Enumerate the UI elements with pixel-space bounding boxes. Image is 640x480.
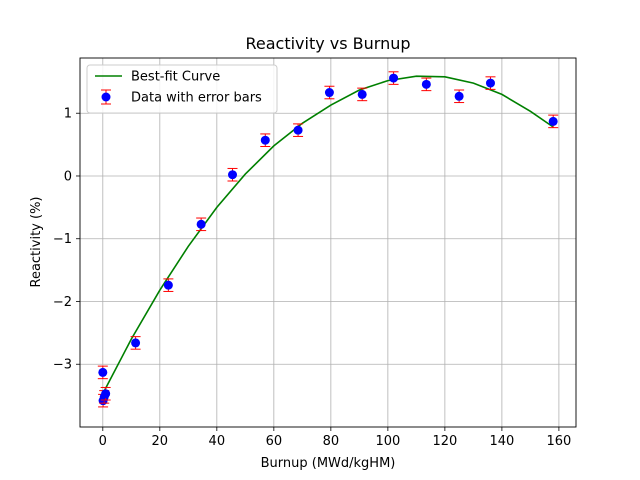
legend-marker-swatch — [101, 92, 111, 102]
legend: Best-fit Curve Data with error bars — [86, 64, 278, 114]
x-tick-label: 160 — [546, 434, 571, 449]
data-point — [260, 135, 270, 145]
data-point — [98, 367, 108, 377]
y-axis-title: Reactivity (%) — [29, 197, 44, 288]
x-tick-label: 80 — [323, 434, 340, 449]
data-point — [454, 91, 464, 101]
x-tick-label: 100 — [375, 434, 400, 449]
x-tick-label: 120 — [432, 434, 457, 449]
data-point — [163, 280, 173, 290]
y-tick-label: 1 — [64, 107, 72, 122]
axes-frame — [79, 57, 577, 428]
legend-box — [86, 64, 278, 114]
x-tick-label: 140 — [489, 434, 514, 449]
data-point — [324, 88, 334, 98]
data-point — [485, 78, 495, 88]
data-point — [548, 116, 558, 126]
legend-label-best-fit: Best-fit Curve — [131, 70, 220, 85]
data-point — [228, 170, 238, 180]
data-point — [196, 219, 206, 229]
x-tick-label: 20 — [152, 434, 169, 449]
chart-title: Reactivity vs Burnup — [245, 34, 410, 53]
data-point — [357, 89, 367, 99]
plot-area: 0 20 40 60 80 100 120 140 160 −3 −2 −1 0 1 — [53, 57, 577, 449]
data-point — [131, 338, 141, 348]
x-tick-label: 0 — [99, 434, 107, 449]
best-fit-curve — [102, 75, 554, 395]
data-point — [293, 125, 303, 135]
y-tick-label: −1 — [53, 232, 72, 247]
x-axis-title: Burnup (MWd/kgHM) — [261, 456, 396, 471]
x-tick-label: 60 — [266, 434, 283, 449]
data-point — [389, 73, 399, 83]
legend-label-data: Data with error bars — [131, 91, 262, 106]
data-point — [421, 79, 431, 89]
y-tick-label: 0 — [64, 169, 72, 184]
y-tick-label: −3 — [53, 358, 72, 373]
y-tick-label: −2 — [53, 295, 72, 310]
x-tick-label: 40 — [209, 434, 226, 449]
data-point — [101, 389, 111, 399]
